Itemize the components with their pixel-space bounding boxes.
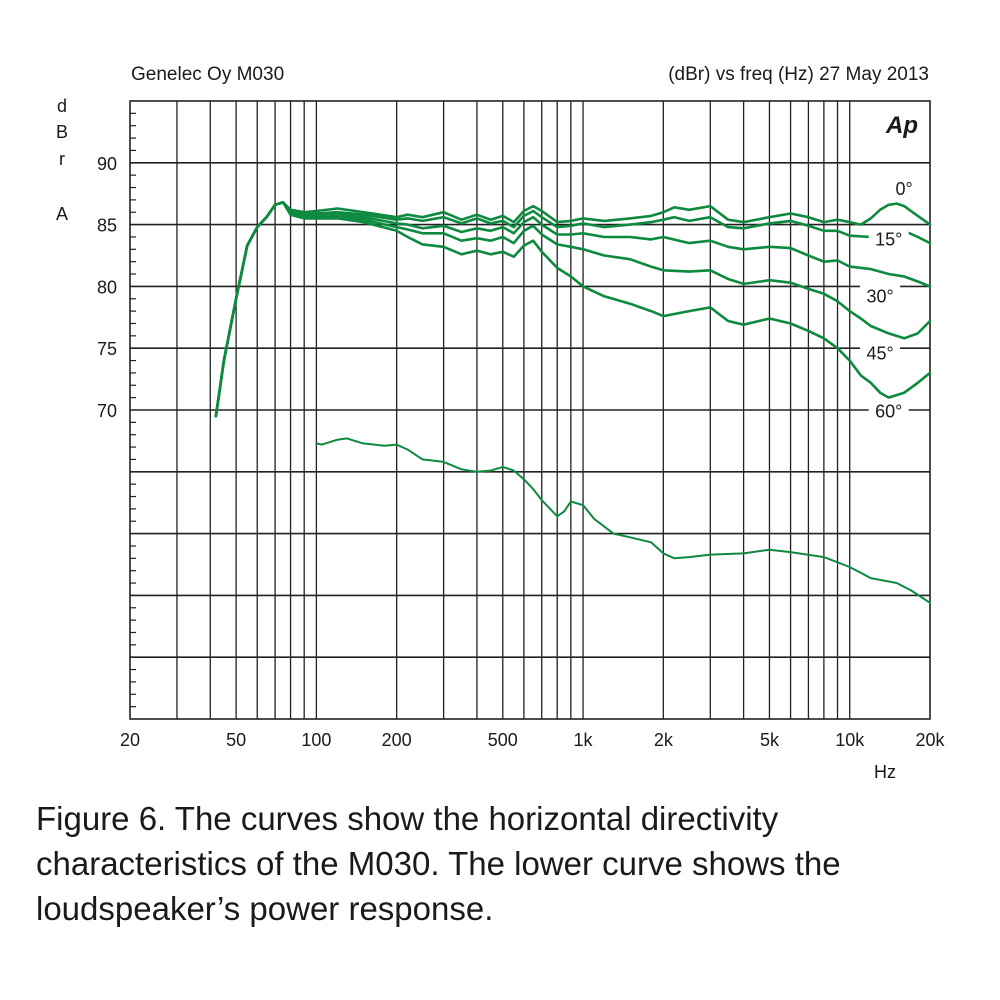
curve-label: 60° (875, 401, 902, 421)
figure-caption: Figure 6. The curves show the horizontal… (36, 800, 841, 927)
directivity-chart: Genelec Oy M030 (dBr) vs freq (Hz) 27 Ma… (56, 64, 946, 782)
y-axis-letter: r (59, 149, 65, 169)
x-tick-label: 1k (574, 730, 594, 750)
y-tick-label: 85 (97, 216, 117, 236)
x-tick-label: 100 (301, 730, 331, 750)
y-axis-letter: A (56, 204, 68, 224)
x-tick-label: 2k (654, 730, 674, 750)
ap-logo: Ap (885, 112, 918, 139)
curve-label: 0° (896, 179, 913, 199)
curve-label: 30° (866, 286, 893, 306)
power-response-curve (315, 437, 931, 604)
grid-layer (129, 100, 931, 720)
x-tick-label: 5k (760, 730, 780, 750)
curve-60deg (214, 201, 932, 418)
x-tick-label: 200 (382, 730, 412, 750)
curve-label-bg (868, 228, 909, 251)
x-unit-label: Hz (874, 762, 896, 782)
x-tick-label: 20k (915, 730, 945, 750)
curve-label: 45° (866, 343, 893, 363)
curve-0deg (214, 201, 932, 418)
y-axis-letter: B (56, 122, 68, 142)
curve-label-bg (884, 177, 925, 200)
curve-30deg (214, 201, 932, 418)
x-tick-label: 10k (835, 730, 865, 750)
curve-layer (214, 201, 932, 604)
curve-label-bg (868, 400, 909, 423)
plot-frame (129, 100, 931, 720)
y-axis-letter: d (57, 96, 67, 116)
y-tick-label: 70 (97, 401, 117, 421)
label-layer: 20 50 100 200 500 1k 2k 5k 10k 20k Hz 90 85 80 75 70 dBr… (56, 96, 946, 782)
x-tick-label: 500 (488, 730, 518, 750)
chart-header-right: (dBr) vs freq (Hz) 27 May 2013 (668, 64, 929, 85)
curve-label-bg (860, 285, 901, 308)
curve-label: 15° (875, 230, 902, 250)
y-tick-label: 80 (97, 277, 117, 297)
y-tick-label: 75 (97, 339, 117, 359)
y-tick-label: 90 (97, 154, 117, 174)
chart-header-left: Genelec Oy M030 (131, 64, 284, 85)
x-tick-label: 20 (120, 730, 140, 750)
x-tick-label: 50 (226, 730, 246, 750)
curve-label-bg (860, 342, 901, 365)
